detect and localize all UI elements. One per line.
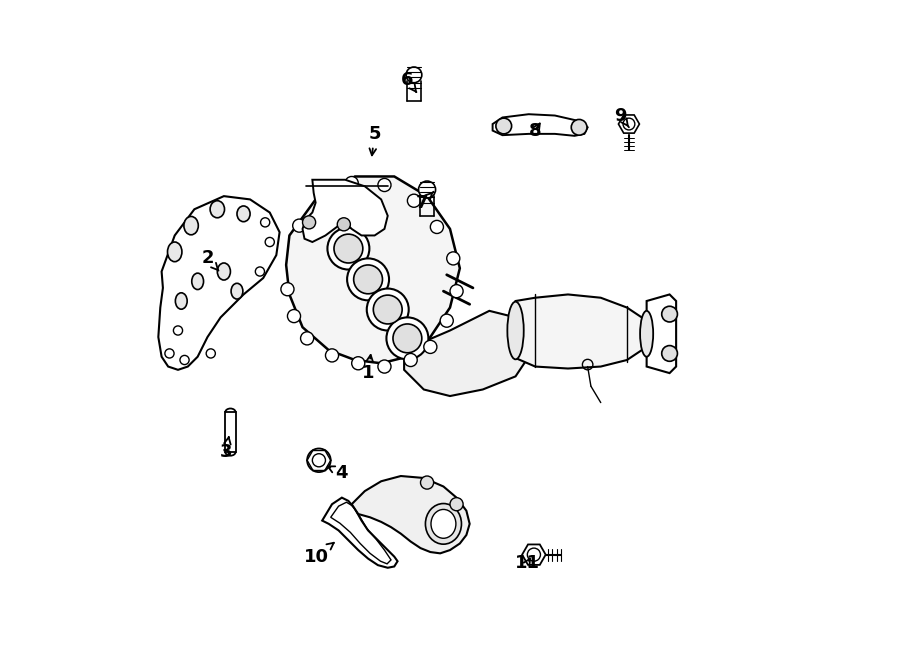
Circle shape — [261, 217, 270, 227]
Polygon shape — [286, 176, 460, 364]
Circle shape — [450, 285, 464, 297]
Polygon shape — [352, 476, 470, 553]
Text: 6: 6 — [401, 71, 417, 92]
Circle shape — [418, 181, 436, 198]
Ellipse shape — [426, 504, 462, 544]
Circle shape — [430, 220, 444, 233]
Polygon shape — [522, 545, 545, 565]
Ellipse shape — [184, 216, 198, 235]
Circle shape — [174, 326, 183, 335]
Polygon shape — [512, 294, 646, 369]
Circle shape — [345, 176, 358, 190]
Ellipse shape — [237, 206, 250, 221]
Circle shape — [662, 306, 678, 322]
Ellipse shape — [210, 201, 224, 217]
Circle shape — [292, 219, 306, 232]
Circle shape — [450, 498, 464, 511]
Circle shape — [420, 476, 434, 489]
Text: 9: 9 — [614, 106, 629, 128]
Text: 4: 4 — [328, 465, 348, 483]
Ellipse shape — [167, 242, 182, 262]
Circle shape — [307, 448, 330, 472]
Ellipse shape — [640, 311, 653, 357]
Circle shape — [378, 178, 391, 192]
Circle shape — [347, 258, 389, 300]
Ellipse shape — [431, 510, 456, 538]
Text: 8: 8 — [529, 122, 542, 139]
Polygon shape — [404, 311, 528, 396]
Circle shape — [338, 217, 350, 231]
Circle shape — [165, 349, 174, 358]
Circle shape — [378, 360, 391, 373]
Ellipse shape — [231, 284, 243, 299]
Circle shape — [424, 340, 436, 354]
Circle shape — [374, 295, 402, 324]
Circle shape — [440, 314, 454, 327]
Text: 1: 1 — [362, 355, 374, 382]
Circle shape — [334, 234, 363, 263]
Ellipse shape — [176, 293, 187, 309]
Polygon shape — [646, 294, 676, 373]
Polygon shape — [492, 114, 588, 136]
Circle shape — [256, 267, 265, 276]
Circle shape — [386, 317, 428, 360]
Circle shape — [446, 252, 460, 265]
Text: 10: 10 — [304, 543, 334, 566]
Circle shape — [404, 354, 418, 367]
Circle shape — [354, 265, 382, 293]
Ellipse shape — [217, 263, 230, 280]
Circle shape — [326, 349, 338, 362]
Circle shape — [302, 215, 316, 229]
Circle shape — [206, 349, 215, 358]
Polygon shape — [618, 115, 639, 133]
Circle shape — [301, 332, 314, 345]
Ellipse shape — [192, 273, 203, 290]
Text: 3: 3 — [220, 437, 232, 461]
Circle shape — [408, 194, 420, 208]
Polygon shape — [158, 196, 280, 369]
Polygon shape — [322, 498, 398, 568]
Circle shape — [281, 283, 294, 295]
Text: 7: 7 — [416, 192, 434, 212]
Circle shape — [316, 193, 328, 206]
Text: 5: 5 — [368, 125, 381, 155]
Circle shape — [180, 356, 189, 365]
Text: 2: 2 — [202, 249, 219, 270]
Circle shape — [328, 227, 369, 270]
Circle shape — [496, 118, 511, 134]
Polygon shape — [302, 180, 388, 242]
Text: 11: 11 — [515, 554, 540, 572]
Circle shape — [266, 237, 274, 247]
Circle shape — [572, 120, 587, 136]
Circle shape — [287, 309, 301, 323]
Circle shape — [406, 67, 422, 83]
Circle shape — [352, 357, 365, 369]
Ellipse shape — [508, 301, 524, 360]
Circle shape — [393, 324, 422, 353]
Circle shape — [367, 289, 409, 330]
Circle shape — [662, 346, 678, 362]
Polygon shape — [225, 412, 236, 451]
